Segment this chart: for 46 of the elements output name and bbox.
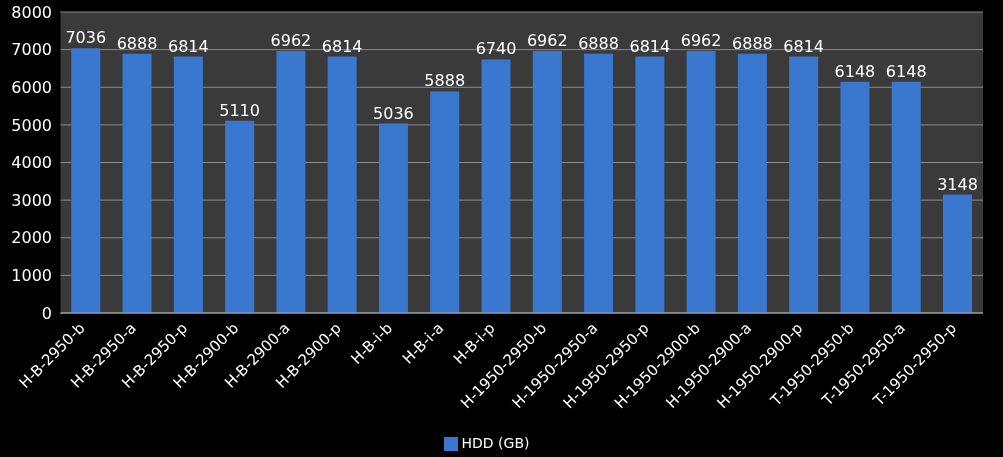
y-tick-label: 0 xyxy=(41,303,52,323)
y-tick-label: 5000 xyxy=(11,115,52,135)
bar xyxy=(789,56,819,313)
data-label: 5110 xyxy=(219,100,260,120)
data-label: 6148 xyxy=(885,61,927,81)
bar xyxy=(173,56,203,313)
bar xyxy=(71,48,101,313)
y-tick-label: 2000 xyxy=(11,228,52,248)
bar xyxy=(532,51,562,313)
bar xyxy=(891,81,921,313)
data-label: 6740 xyxy=(475,39,517,59)
data-label: 6814 xyxy=(783,36,825,56)
bar xyxy=(481,59,511,313)
y-tick-label: 4000 xyxy=(11,153,52,173)
data-label: 6148 xyxy=(834,61,876,81)
data-label: 5888 xyxy=(424,71,466,91)
data-label: 6814 xyxy=(321,36,363,56)
bar xyxy=(225,120,255,313)
data-label: 5036 xyxy=(373,103,414,123)
data-label: 7036 xyxy=(65,28,107,48)
bar xyxy=(276,51,306,313)
data-label: 6888 xyxy=(578,33,619,53)
data-label: 6962 xyxy=(270,31,312,51)
y-tick-label: 8000 xyxy=(11,2,52,22)
bar xyxy=(840,81,870,313)
data-label: 3148 xyxy=(937,174,978,194)
bar xyxy=(327,56,357,313)
bar xyxy=(737,53,767,313)
data-label: 6888 xyxy=(116,33,158,53)
bar xyxy=(686,51,716,313)
bar xyxy=(943,194,972,313)
bar xyxy=(584,53,614,313)
data-label: 6962 xyxy=(526,31,568,51)
data-label: 6814 xyxy=(167,36,209,56)
bar xyxy=(635,56,665,313)
data-label: 6814 xyxy=(629,36,671,56)
y-tick-label: 1000 xyxy=(11,266,52,286)
data-label: 6888 xyxy=(732,33,773,53)
y-tick-label: 6000 xyxy=(11,77,52,97)
data-label: 6962 xyxy=(680,31,722,51)
y-tick-label: 3000 xyxy=(11,190,52,210)
bar xyxy=(378,123,408,313)
y-tick-label: 7000 xyxy=(11,40,52,60)
bar xyxy=(430,91,460,313)
bar xyxy=(122,53,152,313)
legend-label: HDD (GB) xyxy=(461,435,530,451)
